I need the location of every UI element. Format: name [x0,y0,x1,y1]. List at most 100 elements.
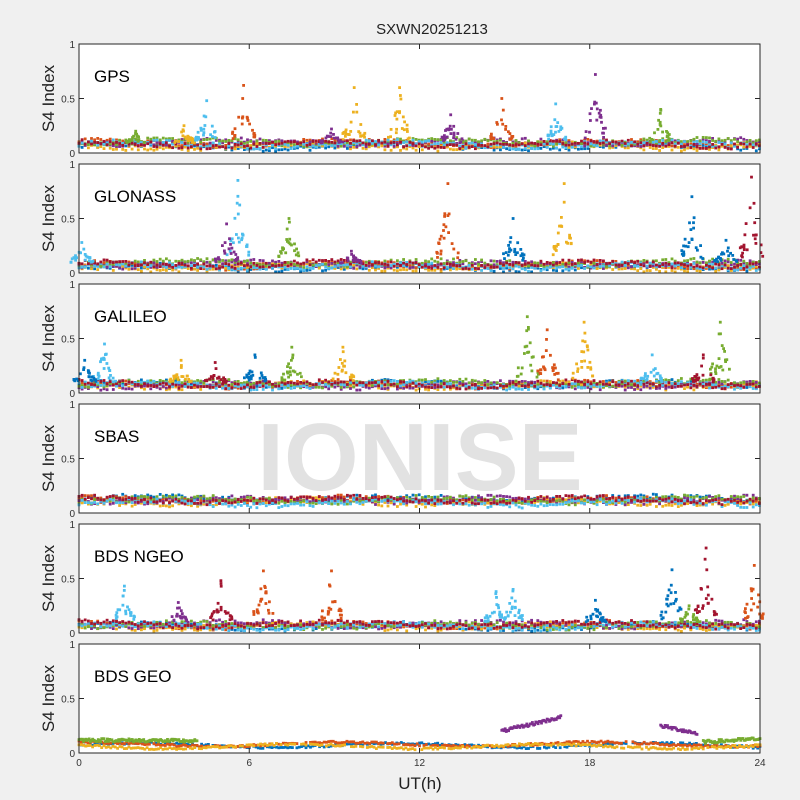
data-point [93,143,96,147]
data-point [690,195,694,199]
data-point [527,269,530,273]
data-point [146,267,150,271]
data-point [705,263,708,267]
data-point [470,138,474,142]
data-point [570,145,574,149]
data-point [305,258,309,262]
data-point [417,378,421,382]
data-point [177,261,181,265]
data-point [308,143,312,146]
data-point [80,379,84,382]
data-point [517,270,521,274]
data-point [580,145,583,148]
data-point [430,257,434,261]
data-point [533,266,537,269]
data-point [140,378,143,382]
data-point [682,253,686,256]
data-point [583,267,586,270]
data-point [302,140,306,144]
data-point [692,216,696,220]
data-point [536,140,540,144]
data-point [539,379,543,383]
data-point [686,381,689,385]
data-point [530,146,533,150]
data-point [352,263,356,267]
data-point [670,257,674,261]
data-point [243,260,246,263]
data-point [99,388,103,392]
data-point [140,380,143,384]
data-point [711,260,714,264]
data-point [339,383,343,386]
data-point [143,144,146,147]
data-point [573,387,577,391]
data-point [264,267,268,271]
data-point [214,139,218,142]
data-point [742,248,746,251]
data-point [424,380,427,384]
data-point [271,384,274,388]
data-point [149,270,153,274]
data-point [433,265,437,269]
data-point [506,253,510,257]
data-point [383,148,387,152]
data-point [380,269,384,273]
data-point [346,133,350,136]
data-point [720,267,724,271]
data-point [430,261,434,265]
data-point [183,263,187,267]
data-point [241,97,245,100]
data-point [695,260,699,264]
data-point [96,383,100,387]
data-point [183,135,187,139]
data-point [648,264,652,268]
data-point [361,143,365,147]
data-point [745,269,749,273]
data-point [261,379,265,383]
data-point [134,129,138,133]
data-point [664,140,668,144]
data-point [758,138,761,142]
data-point [108,140,112,143]
data-point [608,264,611,268]
data-point [623,143,627,147]
data-point [208,137,212,141]
data-point [514,264,518,268]
data-point [289,147,293,150]
data-point [495,141,499,145]
data-point [533,264,537,268]
data-point [405,383,409,386]
data-point [183,265,187,269]
data-point [449,382,452,385]
data-point [261,149,265,153]
data-point [670,382,674,385]
data-point [102,261,106,265]
data-point [636,142,640,146]
data-point [445,382,449,386]
data-point [361,262,365,266]
data-point [554,130,557,134]
data-point [90,267,93,271]
data-point [349,262,352,266]
data-point [477,264,480,268]
data-point [252,135,256,139]
data-point [202,262,206,266]
data-point [268,147,271,150]
data-point [102,265,106,269]
data-point [118,260,121,263]
data-point [246,141,249,144]
data-point [102,385,106,389]
data-point [617,265,621,268]
data-point [729,144,733,148]
data-point [271,264,274,267]
data-point [456,251,460,255]
data-point [374,140,377,143]
data-point [536,383,540,387]
data-point [726,147,730,150]
data-point [495,265,499,269]
data-point [199,149,203,152]
data-point [236,267,240,271]
data-point [99,382,103,386]
data-point [698,267,702,270]
data-point [261,259,265,263]
